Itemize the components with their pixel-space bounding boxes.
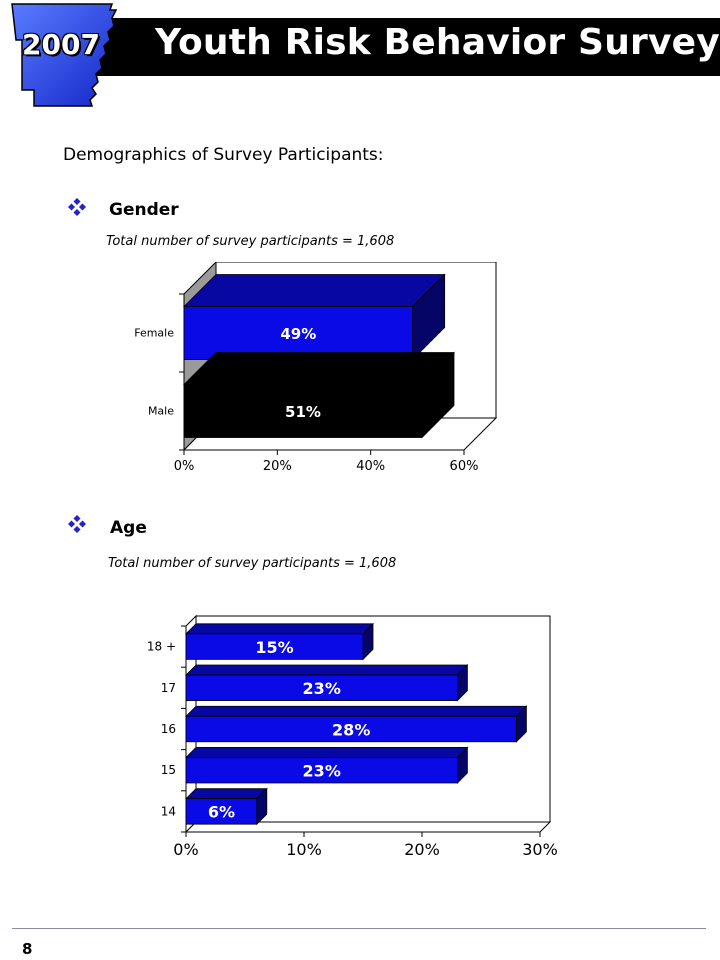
bar-data-label: 6% bbox=[208, 803, 235, 822]
y-category-label: 14 bbox=[161, 804, 176, 818]
age-bar-chart: 0% 10% 20% 30% 18 + 15% 17 23% 16 28% 15 23% 14 6% bbox=[147, 614, 558, 859]
bar bbox=[185, 674, 458, 701]
bar-top-face bbox=[183, 274, 446, 307]
y-category-label: 17 bbox=[161, 681, 176, 695]
y-category-label: Female bbox=[134, 327, 174, 340]
bar bbox=[185, 715, 517, 743]
x-tick-label: 20% bbox=[263, 459, 292, 474]
bar bbox=[185, 757, 458, 784]
bar-top-face bbox=[185, 664, 469, 676]
gender-bar-chart: 0% 20% 40% 60% Female 49% Male 51% bbox=[134, 262, 498, 474]
bar-data-label: 51% bbox=[285, 403, 321, 421]
survey-year: 2007 bbox=[22, 28, 100, 61]
bar bbox=[185, 798, 258, 825]
gender-heading: Gender bbox=[109, 200, 179, 220]
bar bbox=[185, 633, 364, 660]
x-tick-label: 0% bbox=[174, 459, 195, 474]
x-tick-label: 20% bbox=[404, 840, 440, 859]
section-intro: Demographics of Survey Participants: bbox=[63, 145, 384, 165]
header-band bbox=[88, 18, 720, 76]
bar-top-face bbox=[185, 623, 374, 635]
bar bbox=[183, 306, 414, 360]
bar bbox=[183, 384, 423, 438]
y-category-label: 16 bbox=[161, 722, 176, 736]
bar-top-face bbox=[183, 352, 455, 385]
age-participants-note: Total number of survey participants = 1,… bbox=[108, 556, 397, 571]
bar-top-face bbox=[185, 788, 268, 800]
page-title: Youth Risk Behavior Survey bbox=[155, 22, 720, 63]
footer-divider bbox=[12, 928, 706, 929]
x-tick-label: 30% bbox=[522, 840, 558, 859]
gender-participants-note: Total number of survey participants = 1,… bbox=[106, 234, 395, 249]
bar-top-face bbox=[185, 705, 528, 717]
bar-data-label: 49% bbox=[280, 325, 316, 343]
bar-top-face bbox=[185, 747, 469, 758]
y-category-label: 18 + bbox=[147, 640, 176, 654]
page-number: 8 bbox=[22, 940, 33, 958]
diamond-bullet-icon bbox=[68, 198, 86, 216]
bar-data-label: 23% bbox=[303, 679, 341, 698]
x-tick-label: 60% bbox=[450, 459, 479, 474]
y-category-label: 15 bbox=[161, 763, 176, 777]
bar-data-label: 15% bbox=[255, 638, 293, 657]
age-heading: Age bbox=[110, 518, 147, 538]
x-tick-label: 40% bbox=[356, 459, 385, 474]
bar-data-label: 23% bbox=[303, 762, 341, 781]
bar-data-label: 28% bbox=[332, 720, 370, 739]
x-tick-label: 0% bbox=[173, 840, 198, 859]
x-tick-label: 10% bbox=[286, 840, 322, 859]
y-category-label: Male bbox=[148, 405, 174, 418]
arkansas-state-icon bbox=[11, 3, 118, 107]
diamond-bullet-icon bbox=[68, 515, 86, 533]
